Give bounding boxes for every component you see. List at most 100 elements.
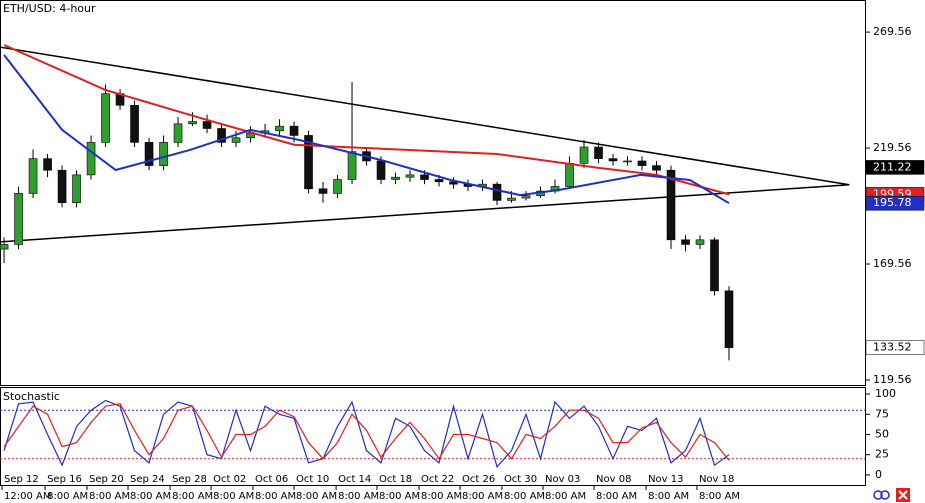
time-label: 8:00 AM	[296, 491, 337, 502]
time-label: 8:00 AM	[504, 491, 545, 502]
candle-body	[101, 93, 110, 143]
y-tick-label: 219.56	[873, 141, 912, 154]
candle-body	[86, 142, 96, 176]
y-tick-label: 169.56	[873, 257, 912, 270]
candle-body	[637, 160, 647, 166]
candle-body	[710, 239, 719, 292]
x-tick-label: Sep 20	[89, 474, 124, 485]
moving-average	[3, 44, 730, 196]
candle-body	[43, 158, 52, 171]
y-tick-label: 100	[875, 387, 896, 400]
candle-body	[681, 239, 690, 245]
candle-body	[565, 162, 574, 187]
price-marker-label: 133.52	[873, 341, 912, 354]
x-tick-label: Oct 18	[379, 474, 412, 485]
time-label: 8:00 AM	[462, 491, 503, 502]
candle-body	[130, 104, 139, 143]
x-tick-label: Sep 24	[130, 474, 165, 485]
candle-body	[144, 142, 154, 166]
time-label: 8:00 AM	[172, 491, 213, 502]
link-icon[interactable]	[873, 490, 883, 500]
link-icon[interactable]	[880, 490, 890, 500]
time-label: 8:00 AM	[379, 491, 420, 502]
candle-body	[275, 125, 284, 132]
candle-body	[623, 160, 632, 163]
title-bg	[1, 389, 57, 404]
time-label: 8:00 AM	[255, 491, 296, 502]
price-marker	[865, 160, 925, 175]
stochastic-pane	[0, 387, 866, 486]
candle-body	[449, 181, 458, 185]
candle-body	[28, 158, 38, 194]
candle-body	[724, 290, 734, 348]
y-tick-label: 50	[875, 427, 889, 440]
candle-body	[72, 174, 81, 204]
candle-body	[666, 169, 676, 241]
candle-body	[507, 197, 516, 201]
x-tick-label: Oct 02	[213, 474, 246, 485]
y-tick-label: 269.56	[873, 25, 912, 38]
close-glyph	[898, 490, 908, 500]
candle-body	[289, 125, 299, 136]
x-tick-label: Sep 16	[47, 474, 82, 485]
stochastic-line	[3, 403, 730, 461]
candle-body	[57, 169, 67, 204]
candle-body	[304, 135, 313, 190]
candle-body	[594, 146, 603, 159]
candle-body	[492, 183, 502, 201]
candle-body	[695, 239, 705, 245]
time-label: 8:00 AM	[699, 491, 740, 502]
candle-body	[376, 160, 386, 180]
price-marker	[865, 340, 925, 355]
y-tick-label: 25	[875, 448, 889, 461]
y-tick-label: 0	[875, 468, 882, 481]
price-marker-label: 211.22	[873, 160, 912, 173]
x-tick-label: Sep 12	[4, 474, 39, 485]
x-tick-label: Nov 13	[648, 474, 683, 485]
moving-average	[3, 54, 730, 205]
price-marker-label: 195.78	[873, 196, 912, 209]
candle-body	[579, 146, 589, 164]
candle-body	[188, 121, 197, 125]
toolbar-icons[interactable]	[873, 488, 910, 502]
y-tick-label: 119.56	[873, 373, 912, 386]
candle-body	[318, 188, 328, 194]
x-tick-label: Nov 18	[699, 474, 734, 485]
time-label: 8:00 AM	[421, 491, 462, 502]
candle-body	[391, 176, 400, 180]
candle-body	[231, 137, 241, 143]
candle-body	[434, 179, 444, 183]
candle-body	[202, 121, 212, 129]
x-tick-label: Oct 14	[338, 474, 371, 485]
x-tick-label: Oct 06	[255, 474, 288, 485]
trendline	[0, 184, 850, 243]
time-label: 8:00 AM	[47, 491, 88, 502]
time-label: 8:00 AM	[648, 491, 689, 502]
x-tick-label: Nov 03	[545, 474, 580, 485]
title-bg	[1, 1, 96, 16]
candle-body	[173, 123, 183, 143]
candle-body	[14, 193, 23, 245]
candle-body	[608, 158, 618, 162]
candle-body	[652, 165, 661, 171]
time-label: 8:00 AM	[213, 491, 254, 502]
candle-body	[333, 179, 342, 194]
x-tick-label: Nov 08	[596, 474, 631, 485]
chart-title: ETH/USD: 4-hour	[3, 2, 96, 15]
y-tick-label: 75	[875, 407, 889, 420]
stochastic-line	[3, 399, 730, 469]
x-tick-label: Oct 30	[504, 474, 537, 485]
time-label: 12:00 AM	[4, 491, 51, 502]
time-label: 8:00 AM	[338, 491, 379, 502]
candle-body	[405, 174, 415, 178]
x-tick-label: Oct 10	[296, 474, 329, 485]
price-marker	[865, 195, 925, 211]
x-tick-label: Oct 22	[421, 474, 454, 485]
pane-title: Stochastic	[3, 390, 60, 403]
candle-body	[420, 174, 429, 180]
candle-body	[347, 151, 357, 180]
time-label: 8:00 AM	[130, 491, 171, 502]
time-label: 8:00 AM	[596, 491, 637, 502]
candle-body	[159, 142, 168, 166]
